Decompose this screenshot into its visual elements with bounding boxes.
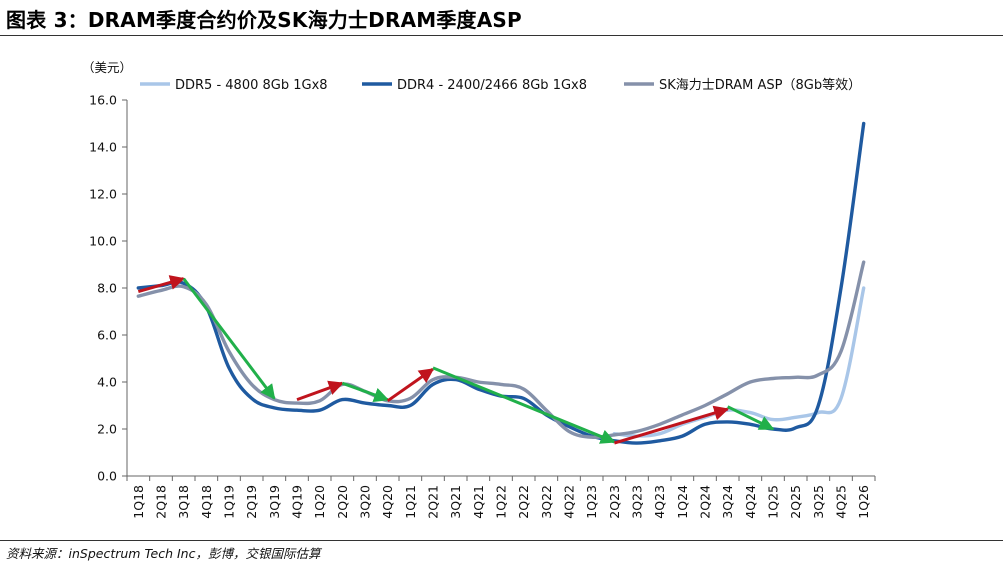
x-tick-label: 4Q21 (471, 485, 486, 519)
legend-item-ddr5: DDR5 - 4800 8Gb 1Gx8 (140, 78, 328, 93)
y-tick-label: 16.0 (89, 93, 117, 108)
y-tick-label: 10.0 (89, 234, 117, 249)
x-tick-label: 4Q24 (743, 485, 758, 519)
title-rule (0, 35, 1003, 36)
x-tick-label: 2Q23 (607, 485, 622, 519)
x-tick-label: 2Q18 (154, 485, 169, 519)
chart-axes: 0.0 2.0 4.0 6.0 8.0 10.0 12.0 14.0 16.0 1Q18 2Q18 3… (89, 93, 876, 519)
x-tick-label: 1Q24 (675, 485, 690, 519)
x-tick-label: 3Q21 (448, 485, 463, 519)
x-tick-label: 1Q18 (131, 485, 146, 519)
x-tick-label: 2Q25 (788, 485, 803, 519)
x-tick-label: 3Q24 (720, 485, 735, 519)
x-tick-label: 3Q18 (176, 485, 191, 519)
trend-arrow-up (386, 367, 435, 403)
trend-arrow-up (613, 405, 730, 445)
legend-label: DDR5 - 4800 8Gb 1Gx8 (175, 78, 328, 93)
y-tick-label: 6.0 (97, 328, 117, 343)
y-tick-label: 12.0 (89, 187, 117, 202)
trend-arrow-up (296, 380, 344, 402)
source-note: 资料来源：inSpectrum Tech Inc，彭博，交银国际估算 (6, 546, 321, 561)
y-tick-label: 14.0 (89, 140, 117, 155)
trend-arrow-down (727, 405, 775, 431)
x-tick-label: 4Q20 (380, 485, 395, 519)
x-tick-label: 2Q20 (335, 485, 350, 519)
x-tick-label: 3Q23 (630, 485, 645, 519)
x-tick-label: 1Q26 (856, 485, 871, 519)
x-tick-label: 2Q22 (516, 485, 531, 519)
x-tick-label: 3Q25 (811, 485, 826, 519)
y-tick-label: 2.0 (97, 422, 117, 437)
x-tick-label: 4Q19 (290, 485, 305, 519)
trend-arrows (137, 275, 775, 445)
trend-arrow-down (341, 381, 390, 403)
x-tick-label: 4Q22 (562, 485, 577, 519)
y-axis-unit-label: （美元） (82, 60, 132, 75)
x-tick-label: 1Q19 (222, 485, 237, 519)
legend-label: DDR4 - 2400/2466 8Gb 1Gx8 (397, 78, 587, 93)
x-tick-label: 4Q18 (199, 485, 214, 519)
x-tick-label: 1Q20 (312, 485, 327, 519)
legend-item-ddr4: DDR4 - 2400/2466 8Gb 1Gx8 (362, 78, 587, 93)
x-tick-label: 1Q23 (584, 485, 599, 519)
series-line-ddr4 (136, 121, 866, 445)
footer-rule (0, 540, 1003, 541)
y-tick-label: 8.0 (97, 281, 117, 296)
x-tick-label: 3Q20 (358, 485, 373, 519)
legend-item-sk-hynix-asp: SK海力士DRAM ASP（8Gb等效） (624, 77, 861, 93)
x-tick-label: 4Q25 (834, 485, 849, 519)
chart-title: 图表 3：DRAM季度合约价及SK海力士DRAM季度ASP (6, 8, 522, 32)
x-tick-label: 2Q19 (244, 485, 259, 519)
x-tick-label: 4Q23 (652, 485, 667, 519)
legend-label: SK海力士DRAM ASP（8Gb等效） (659, 77, 861, 93)
trend-arrow-down (432, 366, 616, 444)
x-tick-label: 3Q22 (539, 485, 554, 519)
x-tick-label: 2Q24 (698, 485, 713, 519)
x-tick-label: 3Q19 (267, 485, 282, 519)
x-tick-label: 1Q21 (403, 485, 418, 519)
x-tick-label: 2Q21 (426, 485, 441, 519)
chart-legend: DDR5 - 4800 8Gb 1Gx8 DDR4 - 2400/2466 8Gb… (140, 77, 861, 93)
trend-arrow-down (182, 277, 276, 400)
x-tick-label: 1Q25 (766, 485, 781, 519)
series-lines (136, 121, 866, 445)
x-tick-label: 1Q22 (494, 485, 509, 519)
y-tick-label: 4.0 (97, 375, 117, 390)
y-tick-label: 0.0 (97, 469, 117, 484)
trend-arrow-up (137, 275, 186, 293)
series-line-sk-hynix-asp (136, 260, 866, 440)
series-line-ddr5 (612, 286, 866, 438)
